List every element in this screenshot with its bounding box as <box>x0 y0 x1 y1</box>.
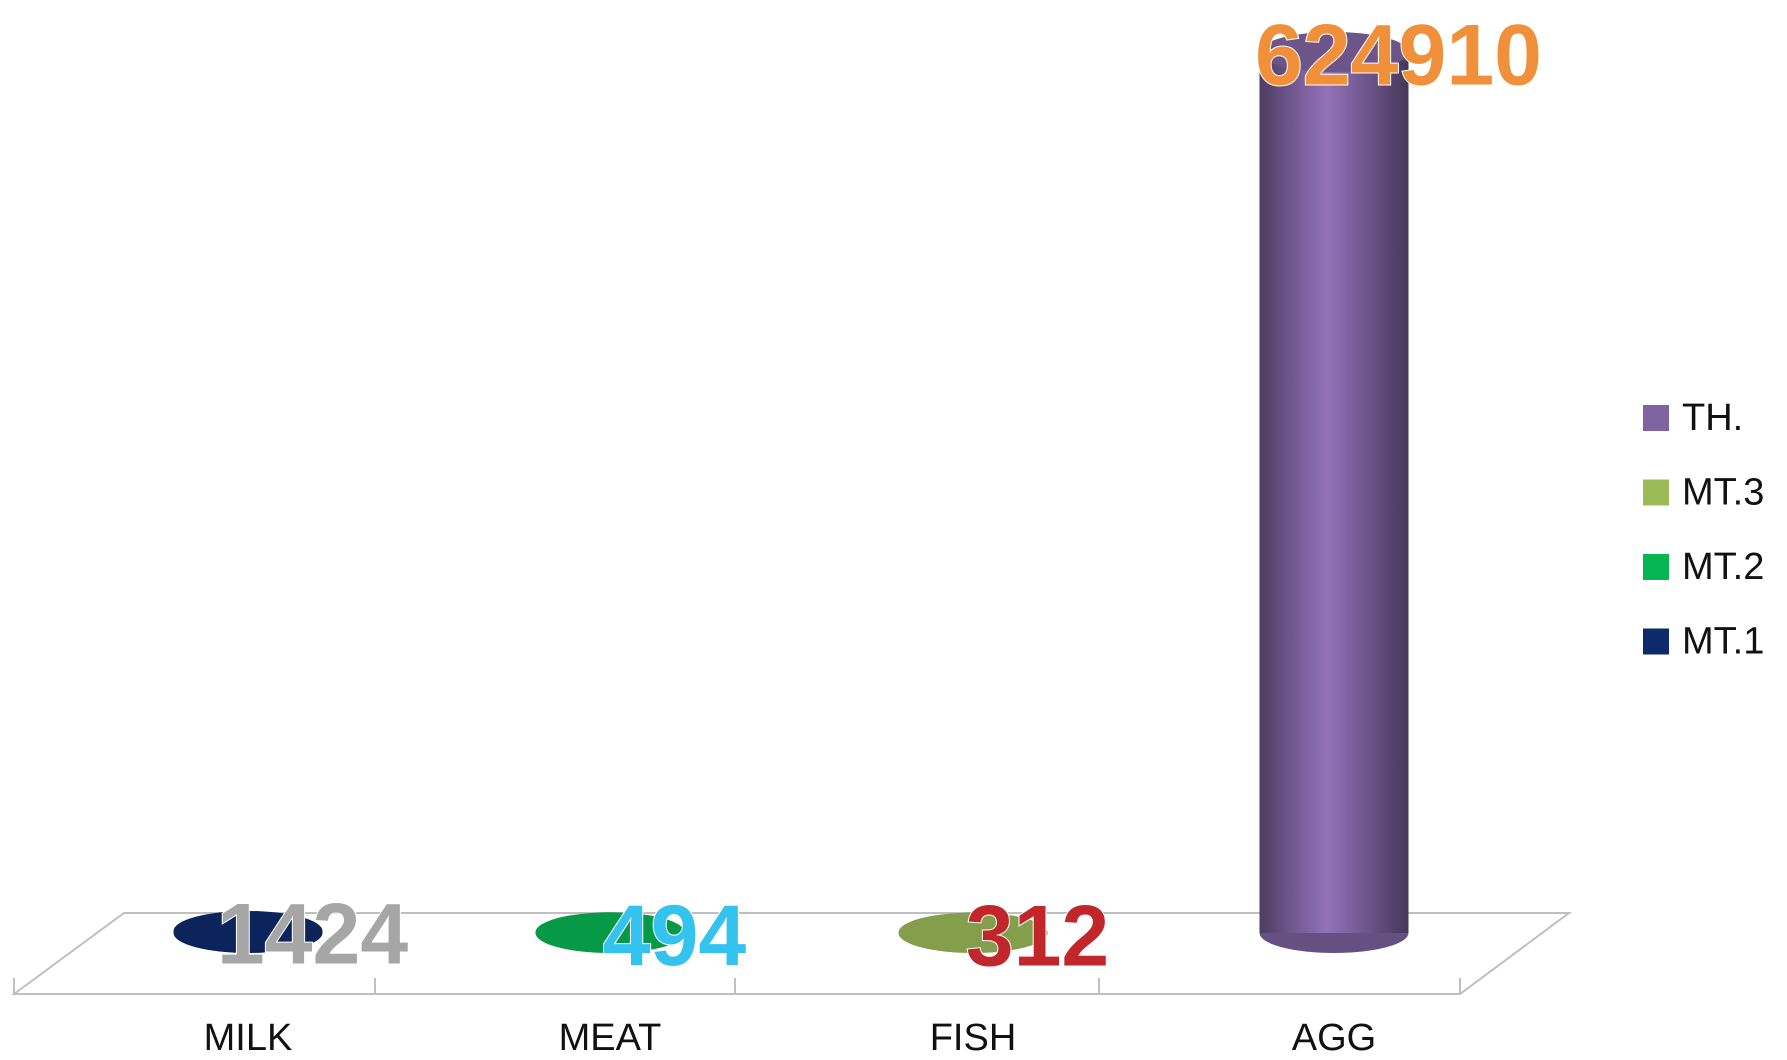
legend-swatch <box>1643 554 1669 580</box>
data-label: 312 <box>966 888 1110 984</box>
legend-label: TH. <box>1682 397 1743 439</box>
legend-label: MT.2 <box>1682 546 1764 588</box>
bar-top <box>898 912 1048 953</box>
x-tick-label: MEAT <box>559 1017 662 1059</box>
bar-top <box>1259 32 1409 72</box>
bar <box>1259 52 1409 933</box>
legend-swatch <box>1643 628 1669 655</box>
x-tick-label: MILK <box>204 1017 293 1059</box>
bar-top <box>173 910 323 951</box>
data-label: 1424 <box>217 887 408 983</box>
data-label: 624910 <box>1255 8 1542 104</box>
legend-label: MT.3 <box>1682 472 1764 514</box>
legend-swatch <box>1643 405 1669 431</box>
legend-swatch <box>1643 479 1669 506</box>
floor <box>10 912 1573 995</box>
x-tick-label: FISH <box>930 1017 1017 1059</box>
data-label: 494 <box>603 888 747 984</box>
x-tick-label: AGG <box>1292 1017 1376 1059</box>
legend-label: MT.1 <box>1682 621 1764 663</box>
bar-top <box>535 912 685 953</box>
floor-plane <box>10 912 1573 995</box>
